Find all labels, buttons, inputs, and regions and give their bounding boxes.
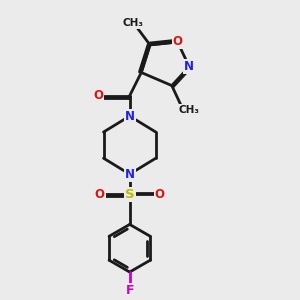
Text: O: O bbox=[172, 35, 183, 49]
Text: N: N bbox=[125, 168, 135, 181]
Text: S: S bbox=[125, 188, 134, 201]
Text: N: N bbox=[184, 60, 194, 73]
Text: O: O bbox=[95, 188, 105, 201]
Text: CH₃: CH₃ bbox=[122, 18, 143, 28]
Text: O: O bbox=[154, 188, 165, 201]
Text: CH₃: CH₃ bbox=[179, 105, 200, 115]
Text: N: N bbox=[125, 110, 135, 123]
Text: F: F bbox=[125, 284, 134, 297]
Text: O: O bbox=[93, 89, 103, 102]
